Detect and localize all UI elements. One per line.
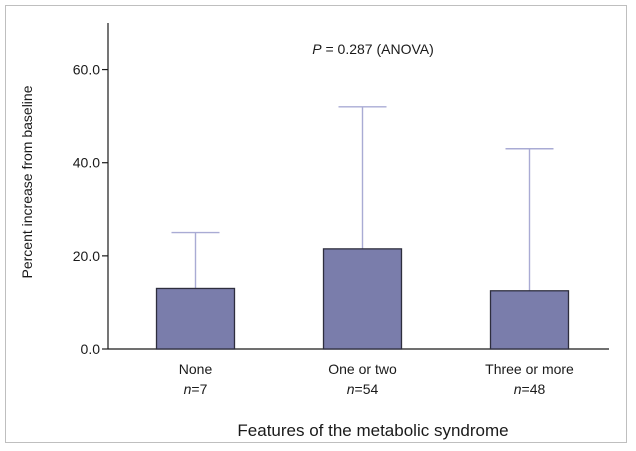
sample-size-label: n=48 bbox=[514, 381, 546, 397]
y-tick-label: 0.0 bbox=[81, 341, 101, 357]
x-tick-label: Three or more bbox=[485, 361, 574, 377]
p-symbol: P bbox=[312, 41, 322, 57]
y-tick-label: 60.0 bbox=[73, 62, 100, 78]
y-tick-label: 20.0 bbox=[73, 248, 100, 264]
y-axis-title: Percent increase from baseline bbox=[19, 85, 35, 278]
chart-frame: Percent increase from baseline Features … bbox=[5, 5, 627, 443]
bar bbox=[322, 248, 403, 350]
x-axis-title: Features of the metabolic syndrome bbox=[237, 421, 508, 440]
x-tick-label: None bbox=[179, 361, 213, 377]
y-tick-label: 40.0 bbox=[73, 155, 100, 171]
bar-chart: Percent increase from baseline Features … bbox=[19, 23, 609, 440]
bar bbox=[155, 287, 236, 350]
sample-size-label: n=54 bbox=[347, 381, 379, 397]
p-value-text: = 0.287 (ANOVA) bbox=[322, 41, 434, 57]
x-tick-label: One or two bbox=[328, 361, 397, 377]
sample-size-label: n=7 bbox=[184, 381, 208, 397]
bars bbox=[155, 106, 570, 350]
bar bbox=[489, 290, 570, 350]
p-value-annotation: P = 0.287 (ANOVA) bbox=[312, 41, 434, 57]
x-categories: None n=7 One or two n=54 Three or more n=48 bbox=[179, 361, 574, 397]
